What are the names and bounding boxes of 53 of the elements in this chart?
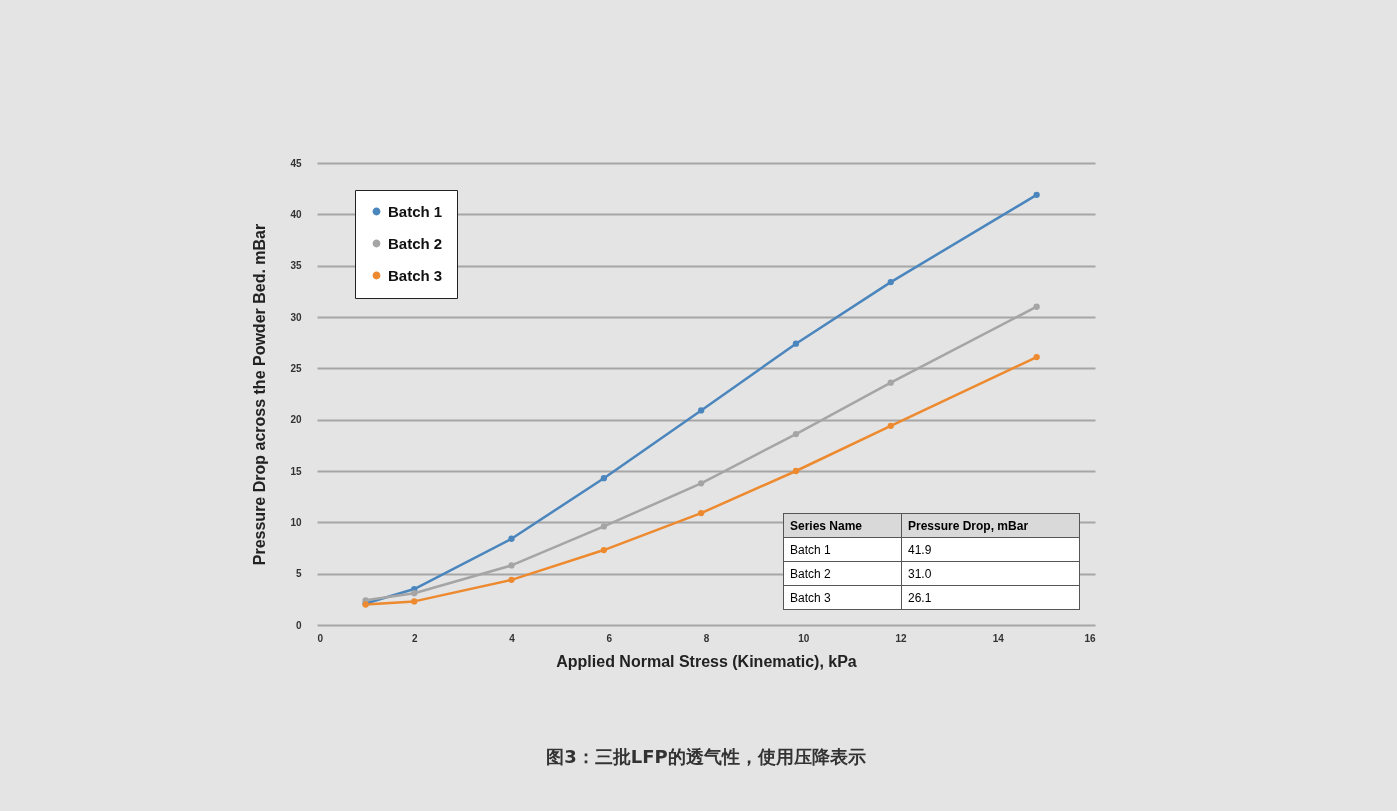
y-tick-label: 40 [290,208,302,220]
point [508,535,515,542]
point [792,467,800,475]
x-tick-label: 14 [992,632,1005,644]
y-tick-label: 0 [295,619,302,631]
y-tick-label: 45 [290,157,302,169]
x-tick-label: 4 [509,632,516,644]
annotation: 26.1 [901,585,1080,610]
annotation: Batch 2 [783,561,902,586]
point [1033,191,1040,198]
point [792,340,800,347]
annotation: Series Name [783,513,902,538]
x-axis-title: Applied Normal Stress (Kinematic), kPa [556,652,857,670]
x-tick-label: 6 [606,632,613,644]
x-tick-label: 8 [703,632,710,644]
annotation: Batch 3 [783,585,902,610]
y-tick-label: 20 [290,414,302,426]
legend-label: Batch 1 [388,202,443,220]
y-tick-label: 15 [290,465,302,477]
point [697,509,705,517]
legend-label: Batch 2 [388,234,443,252]
legend-label: Batch 3 [388,266,443,284]
point [600,546,608,554]
point [697,407,705,414]
annotation: Pressure Drop, mBar [901,513,1080,538]
y-tick-label: 35 [290,260,302,272]
point [600,523,608,530]
y-tick-label: 10 [290,516,302,528]
x-tick-label: 16 [1084,632,1096,644]
y-tick-label: 5 [295,568,302,580]
x-tick-label: 12 [895,632,907,644]
point [1033,303,1040,310]
point [887,278,894,286]
x-tick-label: 10 [798,632,810,644]
point [792,430,800,438]
y-axis-title: Pressure Drop across the Powder Bed. mBar [251,223,269,566]
point [887,379,894,386]
y-tick-label: 25 [290,362,302,374]
annotation: 41.9 [901,537,1080,562]
point [600,475,608,482]
point [508,576,515,583]
point [411,590,418,597]
point [697,480,705,487]
point [1033,353,1040,361]
point [887,422,894,429]
x-tick-label: 0 [317,632,324,644]
point [411,598,418,605]
x-tick-label: 2 [411,632,418,644]
annotation: 31.0 [901,561,1080,586]
annotation: Batch 1 [783,537,902,562]
y-tick-label: 30 [290,311,302,323]
point [508,562,515,569]
text: 图3：三批LFP的透气性，使用压降表示 [546,746,866,767]
